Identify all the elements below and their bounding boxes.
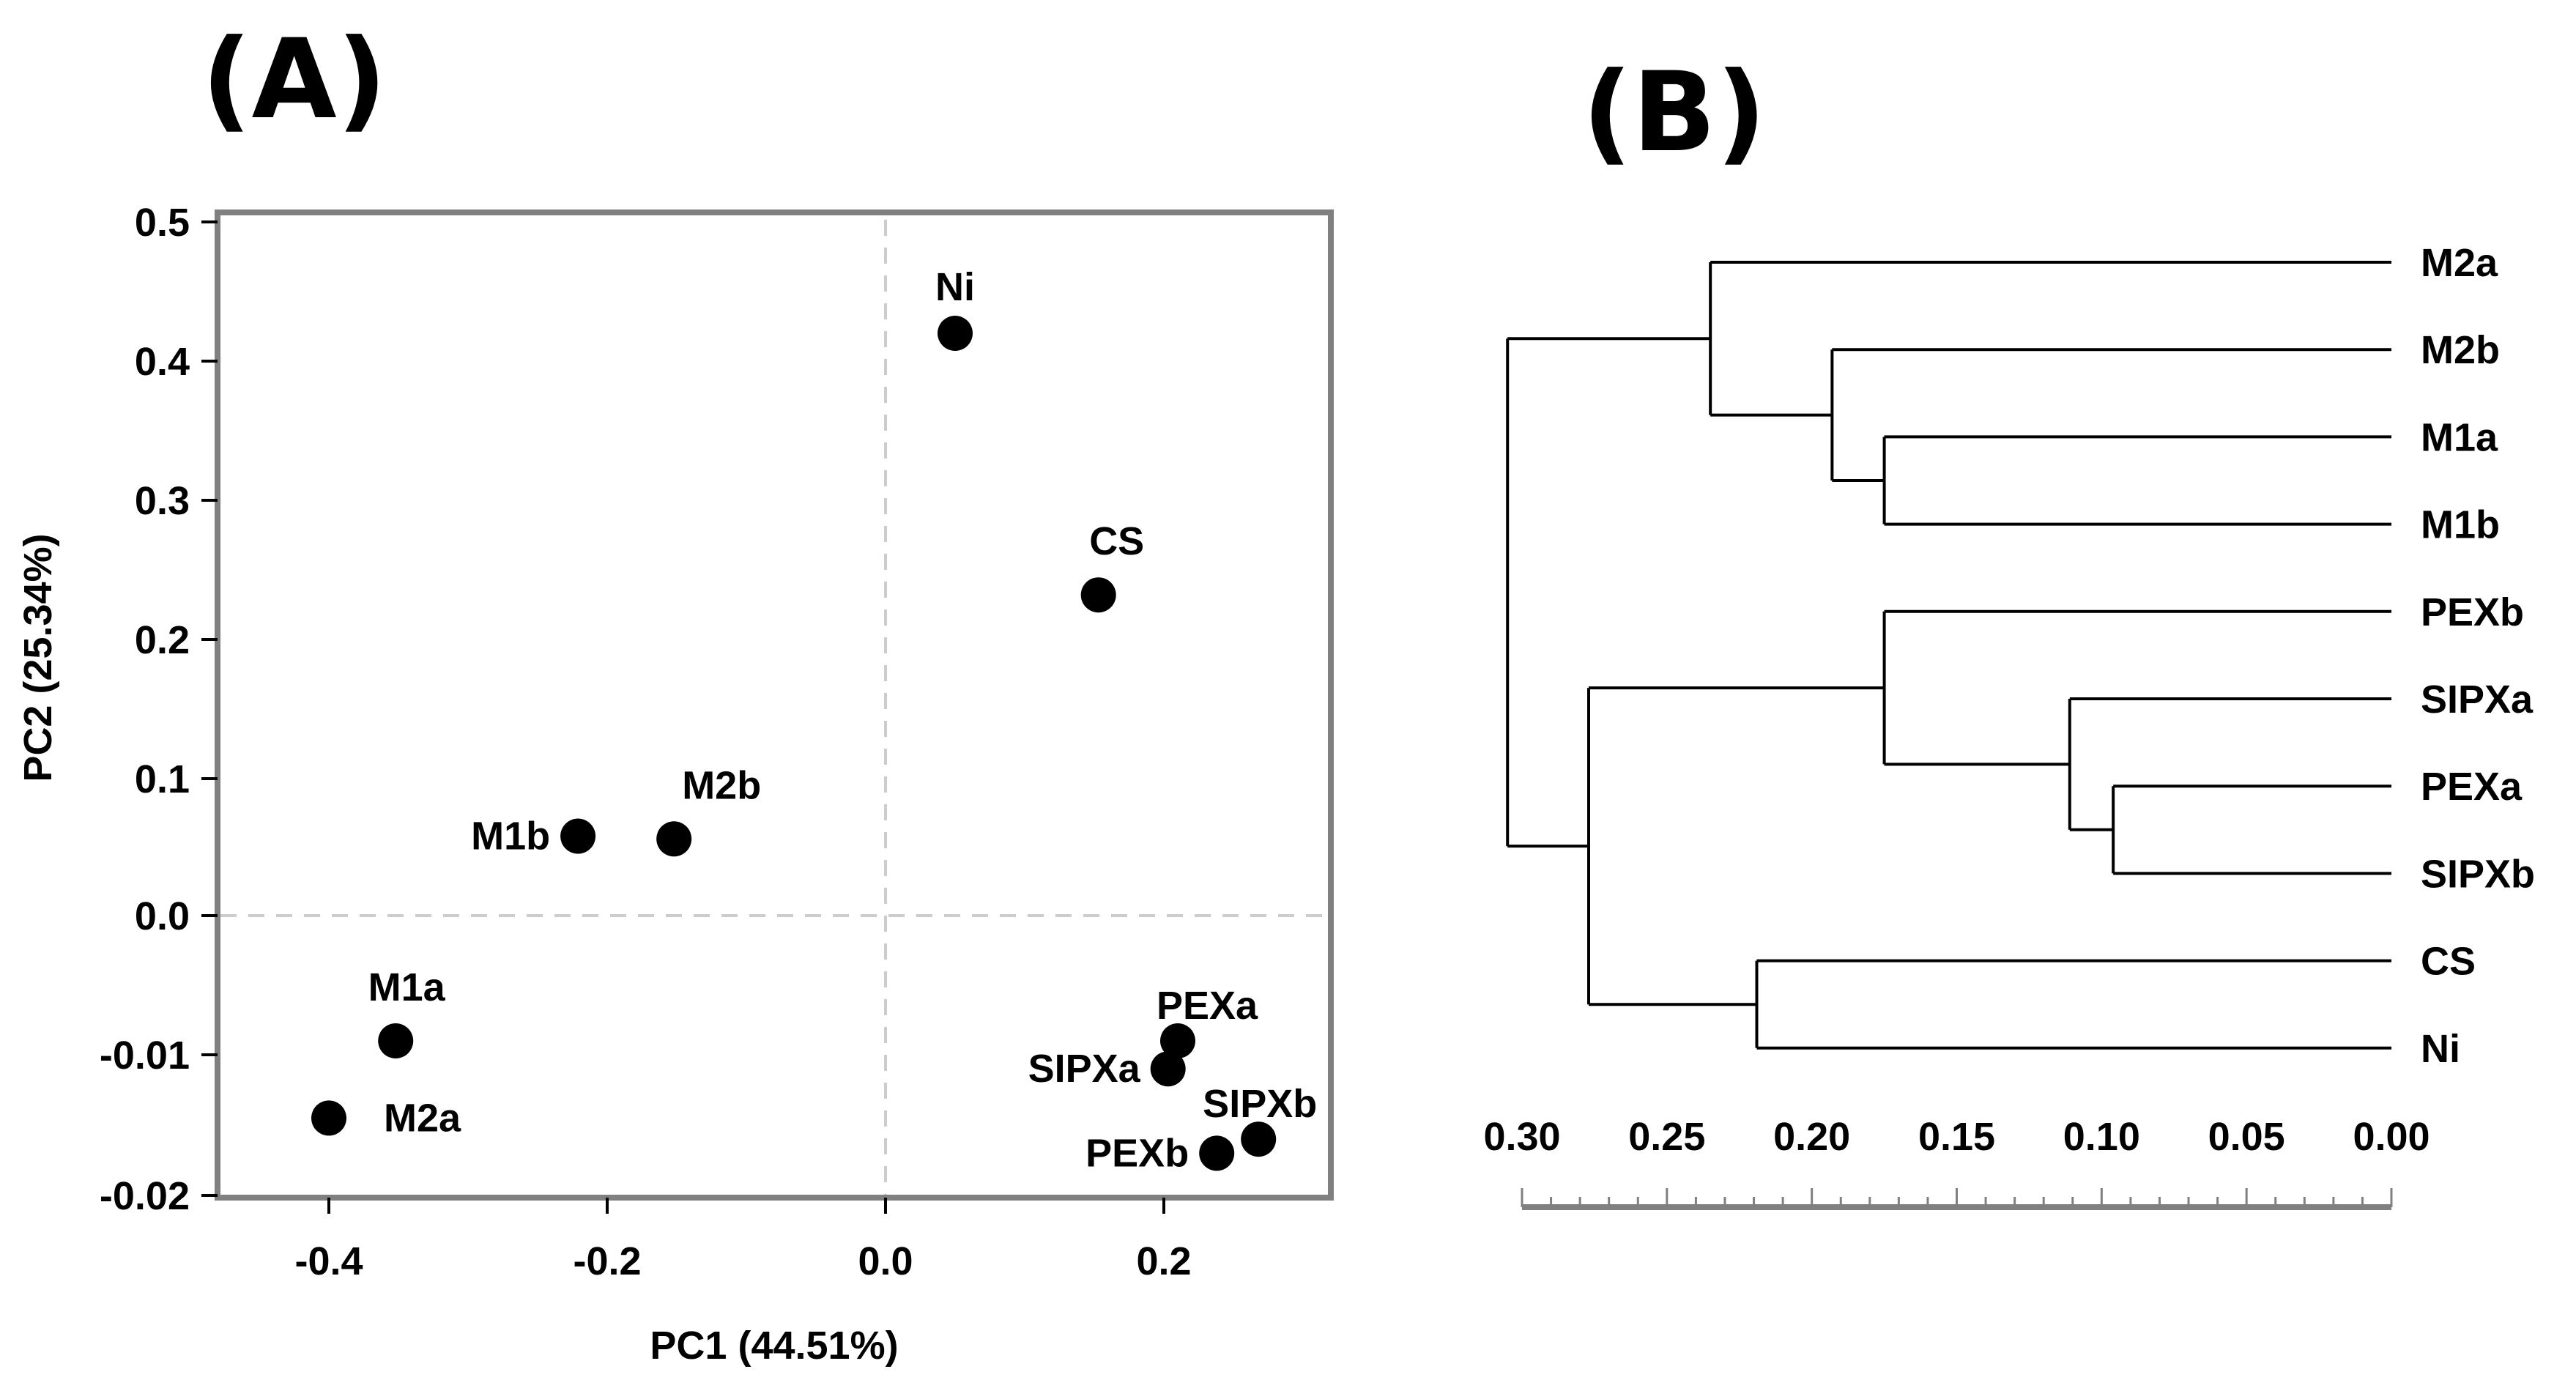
point-label-pexb: PEXb [1085,1131,1189,1175]
panel-b-label: (B) [1582,49,1766,177]
panel-a-label: (A) [201,16,387,144]
x-tick-label: -0.2 [573,1239,641,1283]
x-tick-label: 0.0 [858,1239,913,1283]
data-point-pexa [1160,1023,1195,1058]
dendrogram-tick-label: 0.25 [1628,1115,1705,1159]
x-tick-label: -0.4 [294,1239,363,1283]
point-label-m2b: M2b [682,763,761,807]
dendrogram-tick-label: 0.00 [2353,1115,2430,1159]
point-label-m2a: M2a [384,1096,461,1140]
data-point-ni [938,316,973,351]
point-label-cs: CS [1089,519,1144,563]
data-point-sipxa [1150,1051,1186,1087]
pca-scatter-plot: -0.4 -0.2 0.0 0.2 -0.02 -0.01 0.0 0.1 0.2 0.3 0.4… [16,201,1334,1368]
y-tick-label: 0.4 [135,340,190,384]
leaf-label-m2a: M2a [2421,241,2498,285]
point-label-sipxa: SIPXa [1028,1047,1141,1091]
leaf-label-pexa: PEXa [2421,765,2523,809]
data-point-pexb [1199,1135,1235,1171]
dendrogram-tick-label: 0.30 [1483,1115,1560,1159]
point-label-m1a: M1a [368,965,446,1009]
point-label-sipxb: SIPXb [1203,1082,1317,1126]
dendrogram-tick-label: 0.15 [1918,1115,1995,1159]
y-tick-label: 0.5 [135,201,190,245]
data-point-m1b [560,818,596,854]
leaf-label-pexb: PEXb [2421,590,2524,634]
plot-frame [215,209,1334,1201]
data-point-m2b [656,821,692,857]
data-point-sipxb [1241,1121,1277,1157]
y-tick-label: 0.3 [135,479,190,523]
y-axis-title: PC2 (25.34%) [16,533,60,782]
leaf-label-sipxb: SIPXb [2421,852,2535,896]
leaf-label-cs: CS [2421,940,2476,984]
data-point-m1a [378,1023,414,1058]
leaf-label-m1b: M1b [2421,503,2500,547]
point-label-m1b: M1b [471,815,550,858]
y-tick-label: 0.0 [135,894,190,938]
y-tick-label: 0.1 [135,757,190,801]
y-tick-label: 0.2 [135,618,190,662]
dendrogram-tick-label: 0.20 [1773,1115,1850,1159]
leaf-label-ni: Ni [2421,1027,2460,1071]
y-tick-label: -0.02 [100,1174,190,1218]
point-label-pexa: PEXa [1157,984,1258,1028]
y-tick-label: -0.01 [100,1034,190,1077]
data-point-cs [1080,577,1116,613]
leaf-label-m1a: M1a [2421,415,2498,459]
x-tick-label: 0.2 [1136,1239,1191,1283]
dendrogram-tick-label: 0.10 [2063,1115,2140,1159]
point-label-ni: Ni [935,265,975,309]
dendrogram-tick-label: 0.05 [2208,1115,2285,1159]
x-axis-title: PC1 (44.51%) [650,1324,898,1368]
data-point-m2a [311,1100,346,1136]
dendrogram: M2a M2b M1a M1b PEXb SIPXa PEXa SIPXb CS Ni 0.30 0… [1483,241,2535,1210]
leaf-label-sipxa: SIPXa [2421,678,2534,722]
leaf-label-m2b: M2b [2421,328,2500,372]
